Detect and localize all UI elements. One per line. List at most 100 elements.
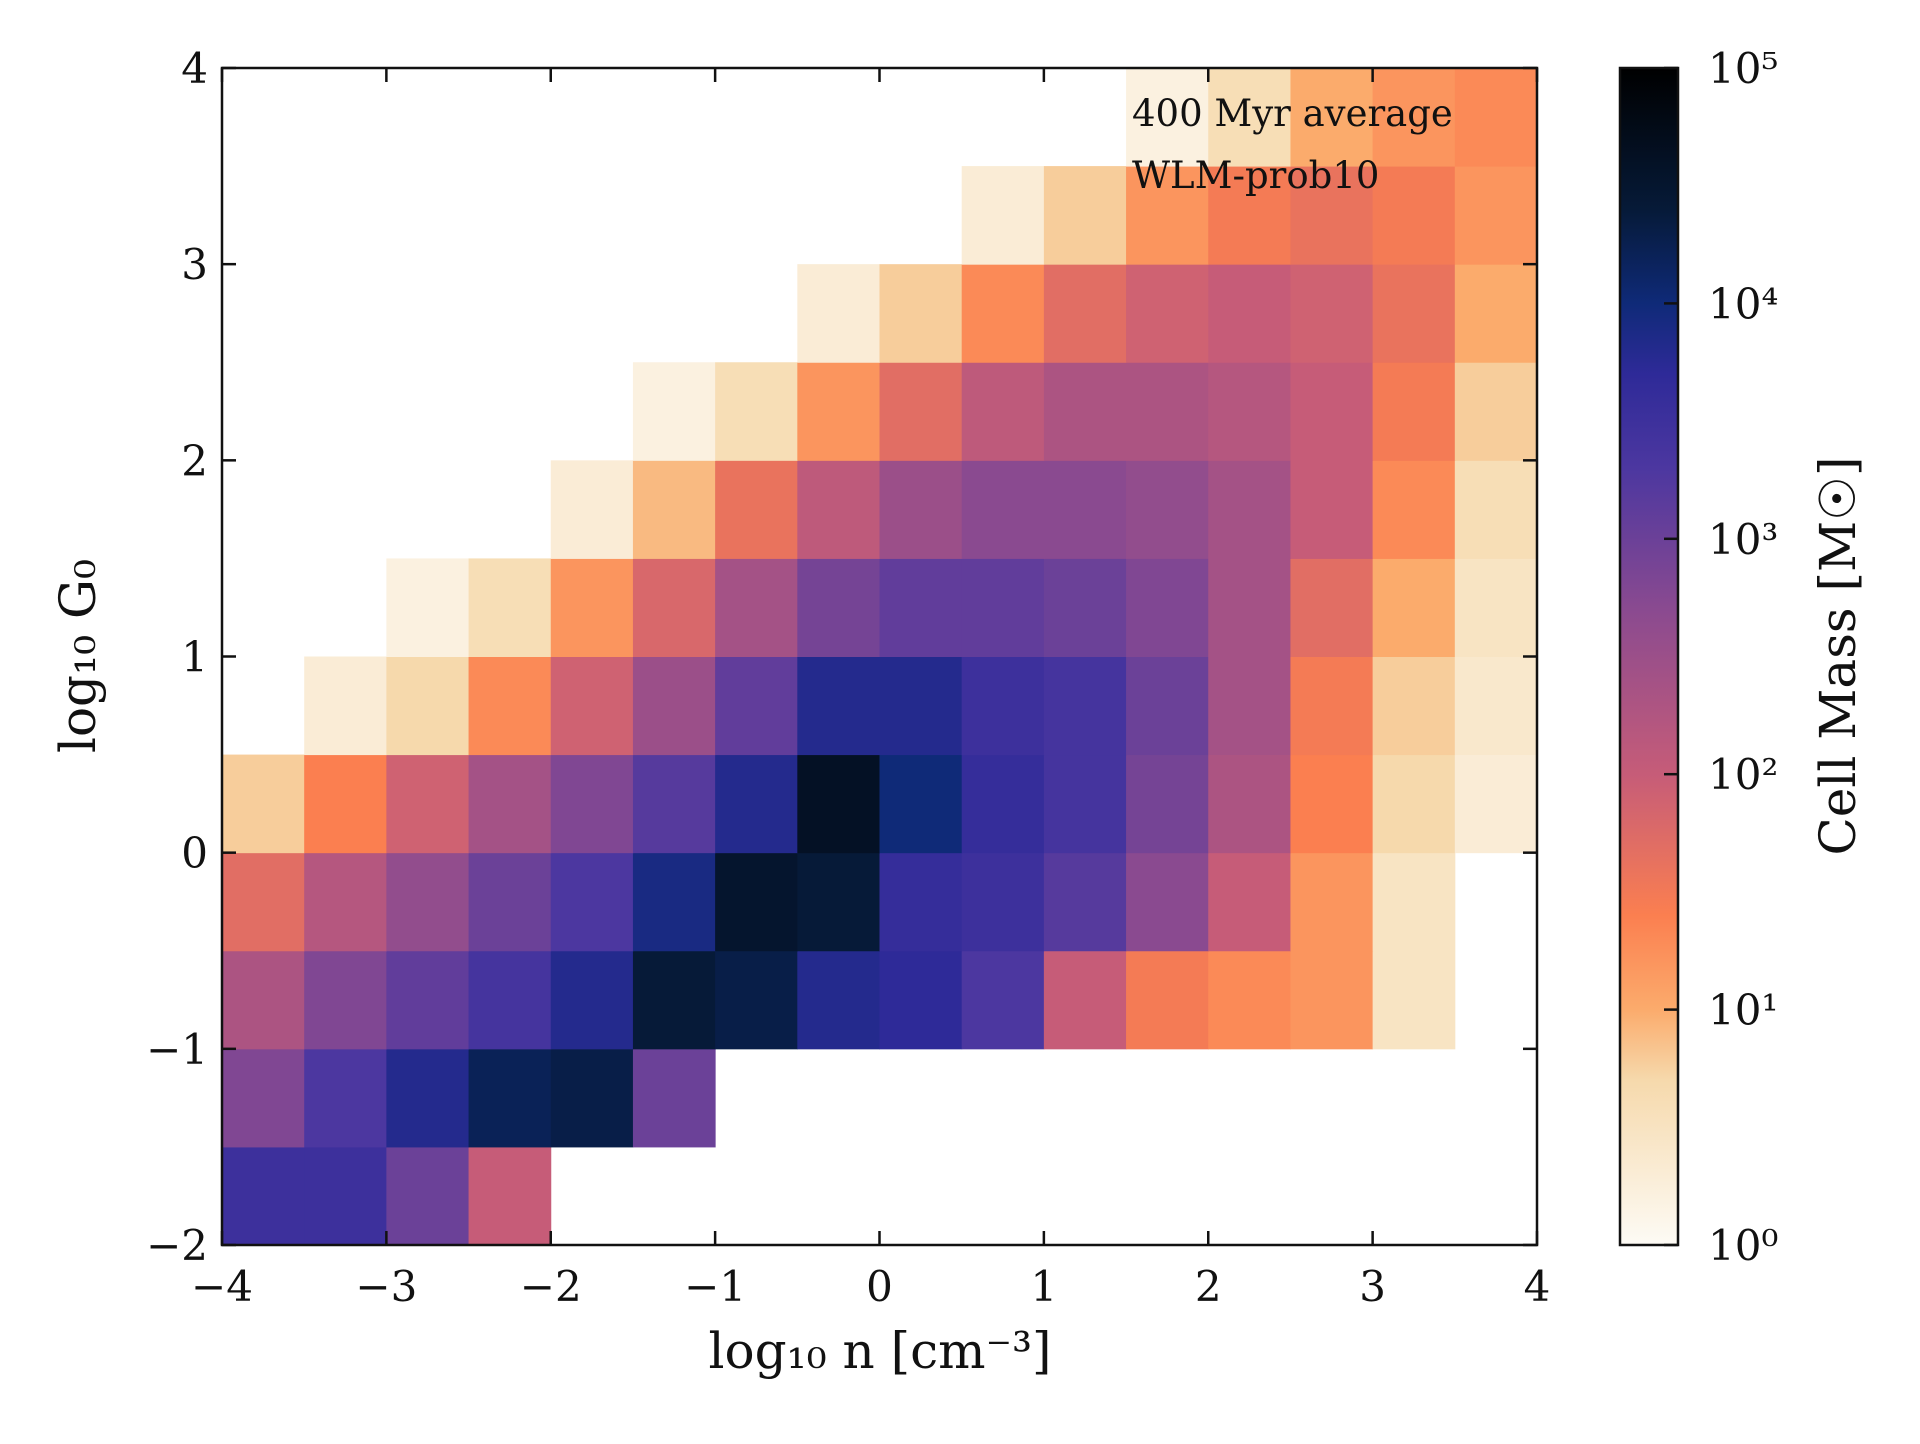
cell bbox=[1126, 754, 1209, 854]
cell bbox=[715, 362, 798, 461]
cell bbox=[304, 1146, 387, 1246]
cell bbox=[1043, 362, 1127, 461]
cell bbox=[1454, 264, 1538, 363]
cell bbox=[879, 852, 963, 952]
cell bbox=[468, 1048, 552, 1148]
x-tick-label: 0 bbox=[866, 1262, 893, 1311]
cell bbox=[1454, 754, 1538, 854]
cell bbox=[1208, 68, 1291, 167]
cell bbox=[386, 852, 470, 952]
cell bbox=[797, 656, 880, 756]
x-tick-label: 3 bbox=[1359, 1262, 1386, 1311]
cell bbox=[797, 362, 880, 461]
cell bbox=[1290, 754, 1374, 854]
cell bbox=[1126, 264, 1209, 363]
cell bbox=[550, 656, 634, 756]
cell bbox=[550, 852, 634, 952]
y-tick-label: 4 bbox=[181, 44, 208, 93]
cell bbox=[879, 460, 963, 559]
cell bbox=[797, 754, 880, 854]
cell bbox=[632, 852, 716, 952]
y-tick-label: 0 bbox=[181, 829, 208, 878]
cell bbox=[879, 656, 963, 756]
cell bbox=[879, 754, 963, 854]
x-tick-label: 4 bbox=[1524, 1262, 1551, 1311]
colorbar-frame bbox=[1618, 66, 1680, 1247]
cell bbox=[879, 264, 963, 363]
cell bbox=[715, 460, 798, 559]
cell bbox=[961, 362, 1045, 461]
cell bbox=[1208, 558, 1291, 657]
colorbar-tick-label: 10² bbox=[1708, 750, 1778, 799]
cell bbox=[468, 558, 552, 657]
colorbar-label: Cell Mass [M☉] bbox=[1809, 457, 1867, 856]
cell bbox=[222, 852, 305, 952]
x-axis-label: log₁₀ n [cm⁻³] bbox=[708, 1322, 1051, 1380]
cell bbox=[468, 852, 552, 952]
annotation: WLM-prob10 bbox=[1132, 154, 1379, 197]
cell bbox=[550, 1048, 634, 1148]
cell bbox=[1126, 852, 1209, 952]
x-tick-label: −3 bbox=[355, 1262, 417, 1311]
cell bbox=[1372, 166, 1456, 265]
cell bbox=[1290, 558, 1374, 657]
cell bbox=[632, 558, 716, 657]
cell bbox=[1372, 656, 1456, 756]
colorbar-tick-label: 10³ bbox=[1708, 515, 1778, 564]
cell bbox=[715, 950, 798, 1050]
cell bbox=[961, 166, 1045, 265]
cell bbox=[797, 558, 880, 657]
cell bbox=[304, 950, 387, 1050]
cell bbox=[1290, 362, 1374, 461]
cell bbox=[961, 460, 1045, 559]
cell bbox=[632, 950, 716, 1050]
cell bbox=[632, 362, 716, 461]
cell bbox=[961, 754, 1045, 854]
y-tick-label: 2 bbox=[181, 436, 208, 485]
cell bbox=[1372, 362, 1456, 461]
y-tick-label: 3 bbox=[181, 240, 208, 289]
cell bbox=[1290, 264, 1374, 363]
cell bbox=[1372, 460, 1456, 559]
cell bbox=[632, 754, 716, 854]
cell bbox=[1043, 754, 1127, 854]
cell bbox=[468, 950, 552, 1050]
cell bbox=[1454, 460, 1538, 559]
cell bbox=[1043, 950, 1127, 1050]
cell bbox=[1208, 852, 1291, 952]
colorbar-tick-label: 10⁵ bbox=[1708, 44, 1778, 93]
cell bbox=[1043, 558, 1127, 657]
colorbar-tick-label: 10¹ bbox=[1708, 986, 1778, 1035]
cell bbox=[632, 656, 716, 756]
cell bbox=[1454, 68, 1538, 167]
cell bbox=[1290, 68, 1374, 167]
cell bbox=[550, 950, 634, 1050]
cell bbox=[1126, 656, 1209, 756]
cell bbox=[386, 950, 470, 1050]
cell bbox=[879, 950, 963, 1050]
cell bbox=[222, 1146, 305, 1246]
cell bbox=[1208, 754, 1291, 854]
cell bbox=[468, 754, 552, 854]
cell bbox=[1290, 166, 1374, 265]
cell bbox=[468, 656, 552, 756]
cell bbox=[1208, 950, 1291, 1050]
cell bbox=[386, 558, 470, 657]
cell bbox=[1043, 460, 1127, 559]
cell bbox=[1208, 656, 1291, 756]
cell bbox=[304, 852, 387, 952]
x-tick-label: 1 bbox=[1031, 1262, 1058, 1311]
colorbar-tick-label: 10⁴ bbox=[1708, 279, 1778, 328]
cell bbox=[1290, 852, 1374, 952]
y-tick-label: 1 bbox=[181, 633, 208, 682]
cell bbox=[1126, 460, 1209, 559]
cell bbox=[1372, 558, 1456, 657]
colorbar-tick-label: 10⁰ bbox=[1708, 1221, 1778, 1270]
heatmap bbox=[222, 68, 1538, 1246]
cell bbox=[1126, 166, 1209, 265]
cell bbox=[879, 362, 963, 461]
colorbar bbox=[1620, 68, 1678, 1245]
cell bbox=[961, 558, 1045, 657]
cell bbox=[222, 754, 305, 854]
y-tick-label: −1 bbox=[146, 1025, 208, 1074]
